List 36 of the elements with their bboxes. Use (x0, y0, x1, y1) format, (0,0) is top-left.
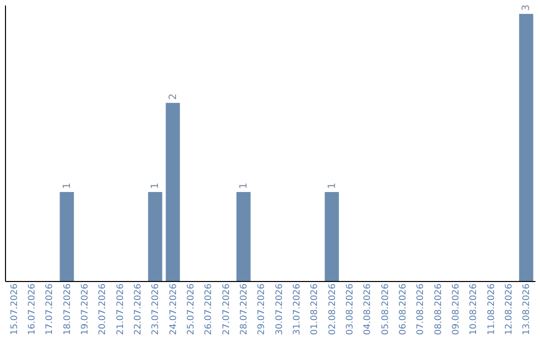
x-tick-label: 29.07.2026 (257, 283, 268, 336)
data-label: 3 (521, 4, 532, 11)
x-tick-label: 27.07.2026 (222, 283, 232, 336)
data-label: 1 (238, 182, 250, 189)
x-tick-label: 20.07.2026 (98, 283, 108, 336)
x-tick-label: 18.07.2026 (62, 283, 73, 336)
x-tick-label: 23.07.2026 (151, 283, 162, 336)
x-tick-label: 17.07.2026 (45, 283, 56, 336)
x-tick-label: 13.08.2026 (522, 283, 532, 336)
x-tick-label: 26.07.2026 (204, 283, 214, 336)
x-tick-label: 02.08.2026 (328, 283, 338, 336)
x-tick-label: 12.08.2026 (504, 283, 514, 336)
x-tick-label: 21.07.2026 (116, 283, 126, 336)
data-label: 1 (150, 182, 162, 189)
x-tick-label: 31.07.2026 (292, 283, 302, 336)
x-tick-label: 01.08.2026 (310, 283, 320, 336)
x-tick-label: 19.07.2026 (80, 283, 90, 336)
x-tick-label: 28.07.2026 (240, 283, 250, 336)
x-tick-label: 05.08.2026 (380, 283, 391, 336)
x-tick-label: 06.08.2026 (398, 283, 408, 336)
x-tick-label: 08.08.2026 (434, 283, 444, 336)
x-tick-label: 16.07.2026 (28, 283, 38, 336)
x-tick-label: 04.08.2026 (363, 283, 374, 336)
x-tick-label: 22.07.2026 (134, 283, 144, 336)
data-label: 1 (326, 182, 338, 189)
x-tick-label: 30.07.2026 (274, 283, 285, 336)
x-tick-label: 07.08.2026 (416, 283, 426, 336)
x-tick-label: 11.08.2026 (486, 283, 497, 336)
x-tick-label: 15.07.2026 (10, 283, 20, 336)
x-tick-label: 25.07.2026 (186, 283, 196, 336)
data-label: 1 (62, 182, 73, 189)
x-tick-label: 24.07.2026 (168, 283, 179, 336)
x-tick-label: 03.08.2026 (346, 283, 356, 336)
data-label: 2 (168, 94, 179, 100)
x-tick-label: 10.08.2026 (469, 283, 480, 336)
x-tick-label: 09.08.2026 (452, 283, 462, 336)
